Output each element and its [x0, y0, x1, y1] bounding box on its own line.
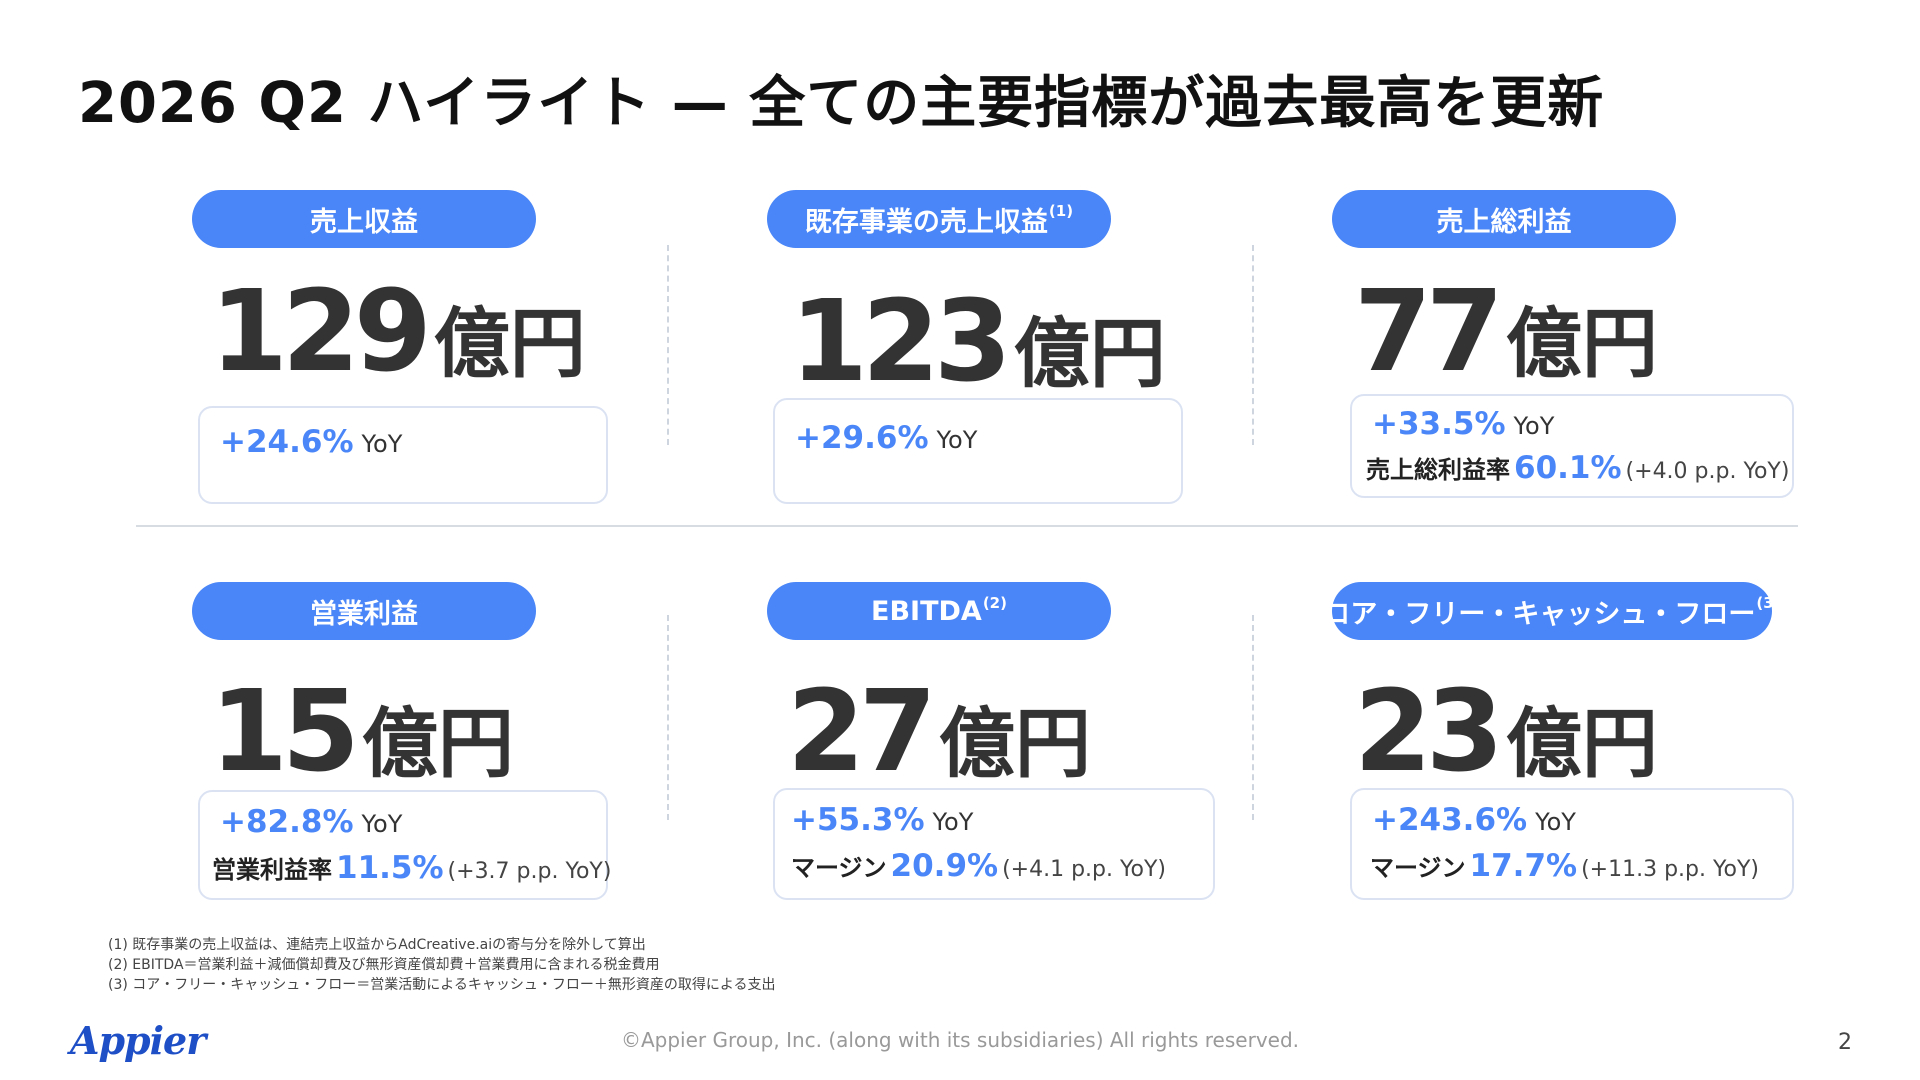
metric-label-pill: EBITDA (2)	[767, 582, 1111, 640]
margin-value: 20.9%	[890, 848, 999, 884]
vertical-divider	[1252, 245, 1254, 445]
metric-number: 123	[790, 277, 1012, 407]
metric-number: 23	[1354, 667, 1504, 797]
margin-label: マージン	[1370, 854, 1466, 882]
footnotes: (1) 既存事業の売上収益は、連結売上収益からAdCreative.aiの寄与分…	[108, 935, 775, 995]
metric-footnote-ref: (2)	[982, 594, 1007, 612]
metric-label: コア・フリー・キャッシュ・フロー	[1323, 598, 1756, 630]
metric-unit: 億円	[1013, 309, 1166, 398]
metric-label-pill: 売上総利益	[1332, 190, 1676, 248]
metric-label: 売上総利益	[1436, 206, 1572, 238]
metric-card-gross-profit: 売上総利益 77 億円 +33.5% YoY 売上総利益率 60.1% (+4.0 p.…	[1300, 190, 1800, 520]
margin-line: マージン 17.7% (+11.3 p.p. YoY)	[1370, 848, 1759, 884]
yoy-line: +33.5% YoY	[1372, 406, 1554, 442]
metric-detail-box: +33.5% YoY 売上総利益率 60.1% (+4.0 p.p. YoY)	[1350, 394, 1794, 498]
metric-label: 売上収益	[310, 206, 418, 238]
margin-line: マージン 20.9% (+4.1 p.p. YoY)	[791, 848, 1166, 884]
metric-value: 15 億円	[210, 676, 514, 788]
yoy-percent: +33.5%	[1372, 406, 1506, 442]
yoy-percent: +82.8%	[220, 804, 354, 840]
metric-label: 営業利益	[310, 598, 418, 630]
margin-label: 売上総利益率	[1366, 456, 1510, 484]
metric-detail-box: +55.3% YoY マージン 20.9% (+4.1 p.p. YoY)	[773, 788, 1215, 900]
margin-value: 11.5%	[336, 850, 444, 886]
margin-note: (+11.3 p.p. YoY)	[1581, 857, 1759, 882]
metric-label-pill: コア・フリー・キャッシュ・フロー (3)	[1323, 582, 1781, 640]
yoy-percent: +55.3%	[791, 802, 925, 838]
yoy-line: +24.6% YoY	[220, 424, 402, 460]
footnote-3: (3) コア・フリー・キャッシュ・フロー＝営業活動によるキャッシュ・フロー＋無形…	[108, 977, 776, 993]
metric-detail-box: +243.6% YoY マージン 17.7% (+11.3 p.p. YoY)	[1350, 788, 1794, 900]
metric-detail-box: +24.6% YoY	[198, 406, 608, 504]
metric-detail-box: +82.8% YoY 営業利益率 11.5% (+3.7 p.p. YoY)	[198, 790, 611, 900]
metric-footnote-ref: (1)	[1048, 202, 1074, 220]
yoy-line: +29.6% YoY	[795, 420, 977, 456]
margin-note: (+4.1 p.p. YoY)	[1002, 857, 1166, 882]
yoy-percent: +243.6%	[1372, 802, 1528, 838]
appier-logo: Appier	[70, 1018, 206, 1063]
yoy-label: YoY	[1513, 412, 1555, 440]
page-title: 2026 Q2 ハイライト — 全ての主要指標が過去最高を更新	[78, 71, 1605, 136]
metric-value: 129 億円	[210, 276, 586, 388]
yoy-line: +55.3% YoY	[791, 802, 973, 838]
vertical-divider	[667, 245, 669, 445]
metric-number: 129	[210, 267, 432, 397]
footnote-1: (1) 既存事業の売上収益は、連結売上収益からAdCreative.aiの寄与分…	[108, 937, 646, 953]
margin-note: (+3.7 p.p. YoY)	[447, 859, 612, 884]
yoy-line: +243.6% YoY	[1372, 802, 1576, 838]
metric-card-core-fcf: コア・フリー・キャッシュ・フロー (3) 23 億円 +243.6% YoY マージン…	[1300, 582, 1800, 912]
metric-number: 15	[210, 667, 360, 797]
yoy-label: YoY	[1535, 808, 1576, 836]
metric-card-operating-income: 営業利益 15 億円 +82.8% YoY 営業利益率 11.5% (+3.7 p.p.…	[160, 582, 680, 912]
yoy-percent: +24.6%	[220, 424, 354, 460]
metric-unit: 億円	[938, 699, 1091, 788]
copyright-text: ©Appier Group, Inc. (along with its subs…	[620, 1028, 1300, 1052]
yoy-percent: +29.6%	[795, 420, 929, 456]
yoy-label: YoY	[361, 430, 403, 458]
horizontal-divider	[136, 525, 1798, 527]
metric-unit: 億円	[361, 699, 514, 788]
yoy-label: YoY	[932, 808, 974, 836]
metric-unit: 億円	[1505, 699, 1658, 788]
metric-value: 23 億円	[1354, 676, 1658, 788]
yoy-line: +82.8% YoY	[220, 804, 402, 840]
metric-number: 77	[1354, 267, 1504, 397]
margin-line: 売上総利益率 60.1% (+4.0 p.p. YoY)	[1366, 450, 1789, 486]
margin-note: (+4.0 p.p. YoY)	[1625, 459, 1790, 484]
metric-label-pill: 売上収益	[192, 190, 536, 248]
margin-line: 営業利益率 11.5% (+3.7 p.p. YoY)	[212, 850, 611, 886]
margin-label: マージン	[791, 854, 887, 882]
metric-label: EBITDA	[871, 595, 982, 627]
yoy-label: YoY	[936, 426, 978, 454]
metric-footnote-ref: (3)	[1756, 594, 1781, 612]
metric-value: 77 億円	[1354, 276, 1658, 388]
metric-unit: 億円	[433, 299, 586, 388]
metric-number: 27	[787, 667, 937, 797]
margin-label: 営業利益率	[212, 856, 332, 884]
metric-label: 既存事業の売上収益	[804, 206, 1048, 238]
metric-card-revenue: 売上収益 129 億円 +24.6% YoY	[160, 190, 680, 520]
page-number: 2	[1838, 1030, 1852, 1055]
vertical-divider	[1252, 615, 1254, 820]
metric-label-pill: 既存事業の売上収益 (1)	[767, 190, 1111, 248]
yoy-label: YoY	[361, 810, 403, 838]
footnote-2: (2) EBITDA＝営業利益＋減価償却費及び無形資産償却費＋営業費用に含まれる…	[108, 957, 660, 973]
metric-value: 123 億円	[790, 286, 1166, 398]
metric-card-ebitda: EBITDA (2) 27 億円 +55.3% YoY マージン 20.9% (+4.1 …	[735, 582, 1255, 912]
vertical-divider	[667, 615, 669, 820]
metric-value: 27 億円	[787, 676, 1091, 788]
margin-value: 60.1%	[1514, 450, 1622, 486]
metric-unit: 億円	[1505, 299, 1658, 388]
metric-card-existing-revenue: 既存事業の売上収益 (1) 123 億円 +29.6% YoY	[735, 190, 1255, 520]
metric-label-pill: 営業利益	[192, 582, 536, 640]
metric-detail-box: +29.6% YoY	[773, 398, 1183, 504]
margin-value: 17.7%	[1469, 848, 1578, 884]
